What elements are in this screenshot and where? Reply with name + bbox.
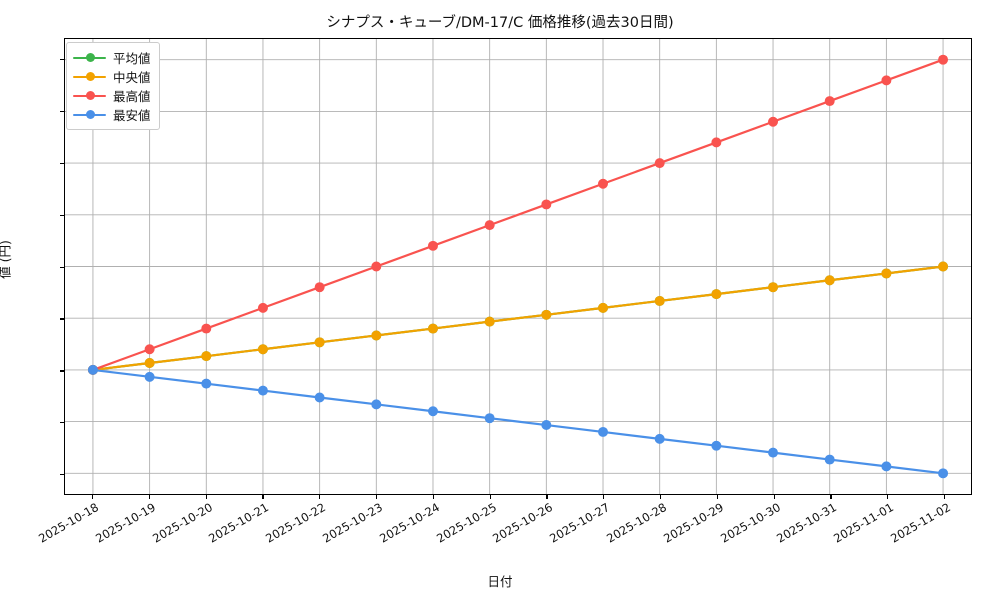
x-axis-tick-mark bbox=[716, 495, 718, 499]
x-axis-tick-mark bbox=[148, 495, 150, 499]
x-axis-tick-mark bbox=[660, 495, 662, 499]
legend-label: 中央値 bbox=[113, 70, 151, 85]
x-axis-tick: 2025-10-30 bbox=[717, 500, 783, 546]
x-axis-tick-mark bbox=[773, 495, 775, 499]
x-axis-tick: 2025-10-23 bbox=[320, 500, 385, 546]
legend-item[interactable]: 最高値 bbox=[73, 86, 151, 105]
legend-marker-icon bbox=[85, 109, 95, 119]
y-axis-tick-mark bbox=[60, 110, 64, 112]
x-axis-tick: 2025-10-27 bbox=[547, 500, 613, 546]
data-series-layer bbox=[87, 54, 949, 479]
x-axis-label: 日付 bbox=[487, 574, 513, 589]
y-axis-tick-mark bbox=[60, 214, 64, 216]
x-axis-tick: 2025-10-31 bbox=[774, 500, 840, 546]
legend-swatch-icon bbox=[73, 89, 106, 103]
y-axis-tick-mark bbox=[60, 58, 64, 60]
x-axis-tick-mark bbox=[830, 495, 832, 499]
x-axis-tick-mark bbox=[92, 495, 94, 499]
x-axis-tick-mark bbox=[262, 495, 264, 499]
x-axis-tick: 2025-10-20 bbox=[149, 500, 215, 546]
x-axis-tick-mark bbox=[887, 495, 889, 499]
y-axis-tick-mark bbox=[60, 474, 64, 476]
legend-swatch-icon bbox=[73, 51, 106, 65]
x-axis-tick: 2025-10-28 bbox=[604, 500, 669, 546]
x-axis-tick: 2025-10-29 bbox=[660, 500, 726, 546]
y-axis-tick-mark bbox=[60, 318, 64, 320]
y-axis-tick-mark bbox=[60, 162, 64, 164]
legend-item[interactable]: 中央値 bbox=[73, 67, 151, 86]
x-axis-tick: 2025-10-25 bbox=[433, 500, 499, 546]
legend-swatch-icon bbox=[73, 70, 106, 84]
legend-label: 平均値 bbox=[113, 51, 151, 66]
legend-item[interactable]: 最安値 bbox=[73, 105, 151, 124]
x-axis-tick: 2025-10-22 bbox=[263, 500, 329, 546]
x-axis-tick-mark bbox=[205, 495, 207, 499]
legend-label: 最高値 bbox=[113, 89, 151, 104]
legend-marker-icon bbox=[85, 90, 95, 100]
legend-marker-icon bbox=[85, 71, 95, 81]
x-axis-tick-mark bbox=[432, 495, 434, 499]
x-axis-tick: 2025-10-21 bbox=[206, 500, 272, 546]
x-axis-tick: 2025-11-02 bbox=[888, 500, 953, 546]
legend-item[interactable]: 平均値 bbox=[73, 48, 151, 67]
x-axis-tick-mark bbox=[546, 495, 548, 499]
legend-label: 最安値 bbox=[113, 108, 151, 123]
x-axis-tick: 2025-10-26 bbox=[490, 500, 556, 546]
x-axis-tick-mark bbox=[603, 495, 605, 499]
x-axis-tick: 2025-10-19 bbox=[92, 500, 158, 546]
x-axis-tick: 2025-11-01 bbox=[831, 500, 897, 546]
legend-swatch-icon bbox=[73, 108, 106, 122]
y-axis-tick-labels: 455055606570758085 bbox=[0, 0, 64, 600]
legend-marker-icon bbox=[85, 52, 95, 62]
y-axis-tick-mark bbox=[60, 370, 64, 372]
chart-legend[interactable]: 平均値中央値最高値最安値 bbox=[66, 42, 160, 130]
x-axis-tick-mark bbox=[319, 495, 321, 499]
x-axis-tick-mark bbox=[944, 495, 946, 499]
y-axis-tick-mark bbox=[60, 422, 64, 424]
x-axis-tick-mark bbox=[489, 495, 491, 499]
plot-area bbox=[64, 38, 972, 495]
x-axis-tick-mark bbox=[376, 495, 378, 499]
y-axis-tick-mark bbox=[60, 266, 64, 268]
chart-title: シナプス・キューブ/DM-17/C 価格推移(過去30日間) bbox=[326, 15, 674, 31]
x-axis-tick: 2025-10-24 bbox=[376, 500, 442, 546]
